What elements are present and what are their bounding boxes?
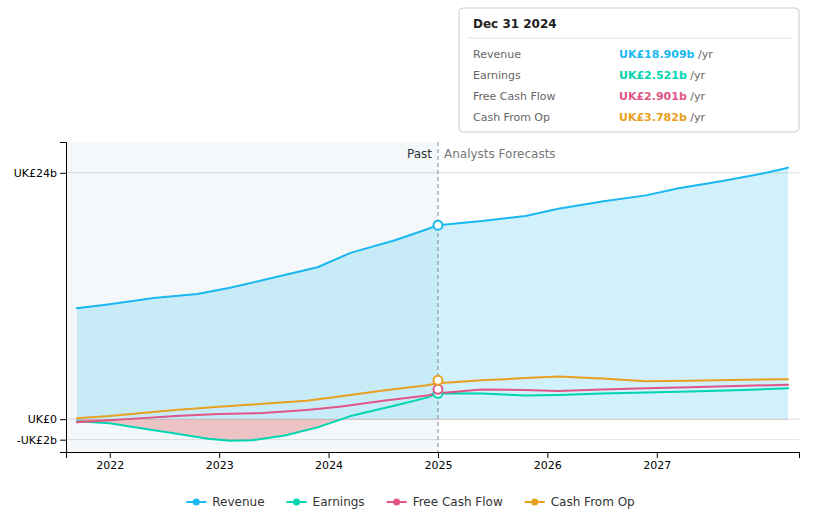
- legend-item: Free Cash Flow: [387, 495, 503, 509]
- loss-shading: [77, 419, 788, 441]
- series-line: [77, 385, 788, 422]
- x-tick-label: 2025: [424, 459, 452, 472]
- x-tick-mark: [438, 452, 439, 458]
- tooltip-row-value: UK£3.782b: [619, 111, 687, 124]
- x-tick-mark: [329, 452, 330, 458]
- x-tick: 2023: [206, 452, 234, 472]
- series-line: [77, 377, 788, 419]
- legend: Revenue Earnings Free Cash Flow Cash From O…: [186, 495, 634, 509]
- x-tick-mark: [110, 452, 111, 458]
- x-tick-label: 2023: [206, 459, 234, 472]
- legend-item: Revenue: [186, 495, 264, 509]
- x-tick: 2027: [643, 452, 671, 472]
- y-tick-label: -UK£2b: [17, 434, 57, 447]
- legend-item: Earnings: [287, 495, 365, 509]
- y-tick: UK£24b: [14, 167, 66, 180]
- legend-label: Earnings: [313, 495, 365, 509]
- x-tick: 2025: [424, 452, 452, 472]
- tooltip-row-suffix: /yr: [687, 90, 706, 103]
- x-tick-label: 2024: [315, 459, 343, 472]
- y-tick-mark: [60, 173, 66, 174]
- tooltip-row-suffix: /yr: [687, 111, 706, 124]
- y-tick-label: UK£24b: [14, 167, 57, 180]
- tooltip-box: [459, 8, 799, 132]
- x-tick-label: 2026: [534, 459, 562, 472]
- y-axis-line: [60, 143, 67, 453]
- loss-area: [77, 419, 788, 422]
- y-tick: -UK£2b: [17, 434, 66, 447]
- legend-swatch-dot: [531, 499, 538, 506]
- tooltip-row-label: Earnings: [473, 69, 521, 82]
- x-axis: 2022 2023 2024 2025 2026 2027: [67, 452, 800, 472]
- y-tick-mark: [60, 419, 66, 420]
- x-tick-label: 2027: [643, 459, 671, 472]
- tooltip-row-suffix: /yr: [694, 48, 713, 61]
- x-tick-mark: [657, 452, 658, 458]
- chart-svg: 2022 2023 2024 2025 2026 2027 UK£24b UK£0 -UK£2b…: [0, 0, 821, 524]
- series-area: [77, 168, 788, 419]
- series-line: [77, 168, 788, 309]
- tooltip-separator: [467, 38, 791, 39]
- x-tick: 2022: [96, 452, 124, 472]
- x-tick: 2026: [534, 452, 562, 472]
- legend-swatch-dot: [393, 499, 400, 506]
- legend-swatch-dot: [193, 499, 200, 506]
- y-tick: UK£0: [28, 413, 66, 426]
- y-tick-mark: [60, 440, 66, 441]
- series-line: [77, 388, 788, 440]
- legend-label: Free Cash Flow: [413, 495, 503, 509]
- x-axis-line: [67, 453, 800, 459]
- region-label: Past: [407, 147, 432, 161]
- x-tick-mark: [219, 452, 220, 458]
- divider-line: [437, 142, 438, 452]
- tooltip-row-value: UK£18.909b: [619, 48, 695, 61]
- y-axis: UK£24b UK£0 -UK£2b: [14, 143, 67, 453]
- chart-container: 2022 2023 2024 2025 2026 2027 UK£24b UK£0 -UK£2b…: [0, 0, 821, 524]
- legend-swatch-dot: [293, 499, 300, 506]
- legend-label: Revenue: [212, 495, 264, 509]
- tooltip-row-label: Cash From Op: [473, 111, 550, 124]
- x-tick-mark: [547, 452, 548, 458]
- legend-item: Cash From Op: [525, 495, 635, 509]
- tooltip-row-label: Revenue: [473, 48, 521, 61]
- x-tick: 2024: [315, 452, 343, 472]
- highlight-point: [433, 221, 442, 230]
- tooltip-row-value: UK£2.901b: [619, 90, 687, 103]
- highlight-point: [433, 376, 442, 385]
- tooltip: Dec 31 2024 Revenue UK£18.909b /yr Earnings…: [459, 8, 799, 132]
- tooltip-row-suffix: /yr: [687, 69, 706, 82]
- region-label: Analysts Forecasts: [444, 147, 556, 161]
- highlight-point: [433, 385, 442, 394]
- tooltip-row-label: Free Cash Flow: [473, 90, 556, 103]
- tooltip-row-value: UK£2.521b: [619, 69, 687, 82]
- y-tick-label: UK£0: [28, 413, 57, 426]
- plot-area: [66, 142, 788, 452]
- loss-area: [77, 419, 788, 441]
- tooltip-title: Dec 31 2024: [473, 17, 557, 31]
- x-tick-label: 2022: [96, 459, 124, 472]
- legend-label: Cash From Op: [551, 495, 635, 509]
